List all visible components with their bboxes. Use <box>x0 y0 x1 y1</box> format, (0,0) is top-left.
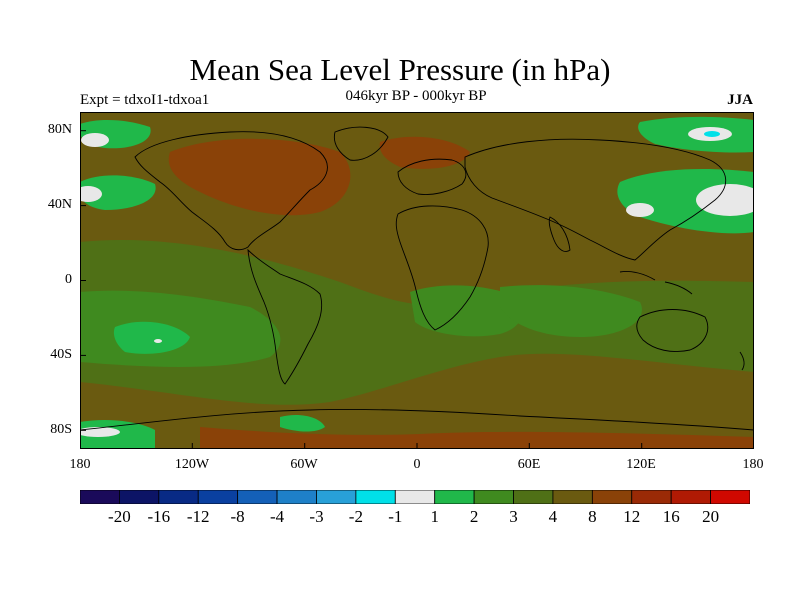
colorbar-tick-label: 4 <box>548 507 558 526</box>
indian-ocean-green <box>500 285 642 337</box>
japan-core <box>626 203 654 217</box>
colorbar-swatch <box>276 490 317 504</box>
north-pacific-core <box>81 133 109 147</box>
lat-label-40n: 40N <box>47 197 72 212</box>
asia-east-core <box>696 184 754 216</box>
colorbar-swatch <box>197 490 239 504</box>
colorbar-swatch <box>119 490 160 504</box>
lon-label-180w: 180 <box>69 457 91 472</box>
colorbar-swatch <box>513 490 554 504</box>
north-atlantic-high <box>379 136 470 169</box>
colorbar-swatch <box>434 490 475 504</box>
colorbar-tick-label: -16 <box>147 507 171 526</box>
lat-label-80s: 80S <box>50 422 72 437</box>
colorbar-tick-label: -20 <box>108 507 131 526</box>
colorbar-tick-label: -3 <box>309 507 324 526</box>
season-label: JJA <box>727 92 753 108</box>
east-pacific-low <box>80 175 156 210</box>
period-label: 046kyr BP - 000kyr BP <box>345 88 487 104</box>
colorbar-swatch <box>394 490 436 504</box>
lat-label-80n: 80N <box>47 122 72 137</box>
colorbar-swatch <box>552 490 593 504</box>
south-pacific-core <box>154 339 162 343</box>
colorbar-swatch <box>158 490 199 504</box>
lat-label-0: 0 <box>65 272 72 287</box>
colorbar-tick-label: -2 <box>348 507 363 526</box>
map-panel <box>80 112 754 449</box>
page-title: Mean Sea Level Pressure (in hPa) <box>189 52 611 87</box>
antarctic-core-west <box>80 427 120 437</box>
colorbar-tick-label: -1 <box>388 507 403 526</box>
lon-label-60e: 60E <box>517 457 541 472</box>
lon-label-120w: 120W <box>174 457 210 472</box>
south-pacific-low <box>113 321 190 354</box>
colorbar-tick-label: -4 <box>270 507 285 526</box>
coastlines <box>80 126 754 431</box>
colorbar-swatch <box>670 490 711 504</box>
pressure-map <box>80 112 754 449</box>
colorbar-swatch <box>710 490 750 504</box>
colorbar-swatch <box>631 490 672 504</box>
north-america-high <box>168 138 351 216</box>
colorbar-tick-label: 12 <box>623 507 641 526</box>
colorbar-swatch <box>237 490 278 504</box>
lat-label-40s: 40S <box>50 347 72 362</box>
east-pacific-core <box>80 186 102 202</box>
lon-label-120e: 120E <box>626 457 656 472</box>
colorbar <box>80 490 750 504</box>
colorbar-swatch <box>473 490 514 504</box>
antarctic-low-mid <box>280 415 325 432</box>
lon-label-60w: 60W <box>290 457 318 472</box>
colorbar-swatch <box>316 490 357 504</box>
lon-label-0: 0 <box>413 457 421 472</box>
colorbar-tick-label: 2 <box>469 507 479 526</box>
colorbar-tick-label: 16 <box>662 507 680 526</box>
colorbar-swatch <box>591 490 633 504</box>
colorbar-swatch <box>80 490 120 504</box>
colorbar-tick-label: 1 <box>430 507 439 526</box>
arctic-cyan <box>704 131 720 137</box>
south-atlantic-green <box>410 285 523 337</box>
colorbar-tick-label: -12 <box>186 507 210 526</box>
colorbar-tick-label: 8 <box>588 507 597 526</box>
colorbar-swatch <box>355 490 396 504</box>
map-ticks <box>80 130 643 449</box>
colorbar-tick-label: -8 <box>230 507 245 526</box>
colorbar-tick-label: 3 <box>509 507 518 526</box>
lon-label-180e: 180 <box>742 457 764 472</box>
antarctic-high <box>200 427 754 449</box>
experiment-label: Expt = tdxoI1-tdxoa1 <box>80 92 210 108</box>
colorbar-tick-label: 20 <box>702 507 720 526</box>
